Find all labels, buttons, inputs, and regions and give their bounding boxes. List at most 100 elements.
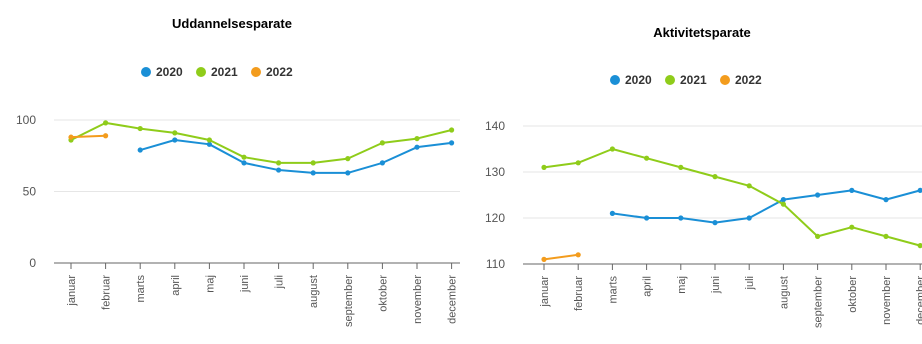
series-line	[612, 189, 921, 224]
x-tick-label: november	[881, 276, 893, 325]
data-point[interactable]	[712, 174, 718, 180]
series-line	[139, 139, 452, 174]
legend-item[interactable]: 2021	[196, 65, 238, 79]
x-tick-label: marts	[135, 275, 147, 303]
data-point[interactable]	[815, 192, 821, 198]
chart-title: Uddannelsesparate	[172, 16, 292, 31]
legend-marker	[141, 67, 151, 77]
data-point[interactable]	[449, 140, 455, 146]
data-point[interactable]	[449, 127, 455, 133]
x-tick-label: juni	[710, 276, 722, 294]
legend: 2020 2021 2022	[610, 73, 762, 87]
x-tick-label: maj	[676, 276, 688, 294]
legend-marker	[720, 75, 730, 85]
chart-svg-uddannelsesparate: Uddannelsesparate 2020 2021 2022 0 50 100 janu…	[16, 16, 460, 327]
legend-label: 2020	[625, 73, 652, 87]
legend-item[interactable]: 2020	[610, 73, 652, 87]
data-point[interactable]	[310, 170, 316, 176]
data-point[interactable]	[103, 120, 109, 126]
data-point[interactable]	[644, 155, 650, 161]
y-tick-label: 110	[486, 257, 505, 271]
data-point[interactable]	[712, 220, 718, 226]
data-point[interactable]	[310, 160, 316, 166]
x-tick-label: juli	[274, 275, 286, 289]
x-tick-label: januar	[66, 275, 78, 307]
x-axis: januar februar marts april maj juni juli august…	[539, 264, 922, 328]
data-point[interactable]	[746, 183, 752, 189]
x-tick-label: maj	[204, 275, 216, 293]
y-tick-label: 140	[485, 119, 505, 133]
data-point[interactable]	[849, 224, 855, 230]
x-tick-label: november	[412, 275, 424, 324]
legend-label: 2022	[735, 73, 762, 87]
legend-marker	[196, 67, 206, 77]
x-tick-label: august	[308, 275, 320, 308]
data-point[interactable]	[103, 133, 109, 139]
x-tick-label: december	[915, 276, 922, 325]
series-line	[543, 253, 579, 261]
data-point[interactable]	[780, 201, 786, 207]
data-point[interactable]	[883, 197, 889, 203]
series-line	[70, 121, 452, 164]
y-tick-label: 130	[485, 165, 505, 179]
x-tick-label: oktober	[377, 275, 389, 312]
data-point[interactable]	[172, 137, 178, 143]
data-point[interactable]	[379, 160, 385, 166]
data-point[interactable]	[206, 141, 212, 147]
y-tick-label: 50	[23, 185, 37, 199]
data-point[interactable]	[678, 164, 684, 170]
data-point[interactable]	[815, 233, 821, 239]
data-point[interactable]	[541, 164, 547, 170]
series-2021	[541, 146, 922, 249]
legend-marker	[665, 75, 675, 85]
x-tick-label: august	[778, 276, 790, 309]
legend-item[interactable]: 2020	[141, 65, 183, 79]
data-point[interactable]	[746, 215, 752, 221]
chart-aktivitetsparate: Aktivitetsparate 2020 2021 2022 110 120 130 14…	[461, 0, 922, 344]
data-point[interactable]	[137, 125, 143, 132]
data-point[interactable]	[414, 135, 420, 142]
data-point[interactable]	[68, 134, 74, 140]
data-point[interactable]	[379, 140, 385, 146]
data-point[interactable]	[276, 167, 282, 173]
data-point[interactable]	[575, 160, 581, 166]
data-point[interactable]	[137, 147, 143, 153]
data-point[interactable]	[345, 170, 351, 176]
data-point[interactable]	[414, 144, 420, 150]
x-axis: januar februar marts april maj juni juli august…	[66, 263, 459, 327]
data-point[interactable]	[780, 197, 786, 203]
data-point[interactable]	[609, 210, 615, 216]
legend-item[interactable]: 2021	[665, 73, 707, 87]
data-point[interactable]	[678, 215, 684, 221]
chart-svg-aktivitetsparate: Aktivitetsparate 2020 2021 2022 110 120 130 14…	[485, 25, 922, 328]
data-point[interactable]	[241, 160, 247, 166]
series-2020	[609, 187, 922, 226]
data-point[interactable]	[917, 243, 922, 249]
data-point[interactable]	[883, 233, 889, 239]
x-tick-label: juli	[744, 276, 756, 290]
legend-label: 2021	[680, 73, 707, 87]
data-point[interactable]	[172, 130, 178, 136]
series-line	[70, 134, 106, 139]
legend-item[interactable]: 2022	[720, 73, 762, 87]
series-2021	[68, 120, 455, 166]
data-point[interactable]	[609, 146, 615, 152]
data-point[interactable]	[206, 137, 212, 143]
legend-item[interactable]: 2022	[251, 65, 293, 79]
data-point[interactable]	[241, 154, 247, 160]
series-2022	[68, 133, 109, 140]
y-tick-label: 120	[485, 211, 505, 225]
data-point[interactable]	[849, 187, 855, 193]
data-point[interactable]	[644, 215, 650, 221]
series-2020	[137, 137, 455, 176]
data-point[interactable]	[276, 160, 282, 166]
y-tick-label: 100	[16, 113, 36, 127]
data-point[interactable]	[541, 256, 547, 262]
data-point[interactable]	[575, 252, 581, 258]
x-tick-label: september	[813, 276, 825, 328]
data-point[interactable]	[917, 187, 922, 193]
data-point[interactable]	[345, 156, 351, 162]
x-tick-label: april	[642, 276, 654, 297]
legend-label: 2021	[211, 65, 238, 79]
x-tick-label: januar	[539, 276, 551, 308]
